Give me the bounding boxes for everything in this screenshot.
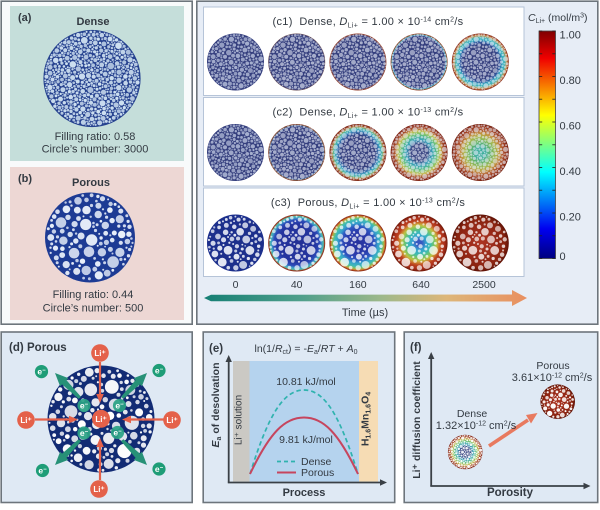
svg-text:Dense: Dense	[301, 456, 332, 468]
svg-text:(b): (b)	[18, 173, 32, 185]
svg-text:Li⁺: Li⁺	[93, 485, 104, 494]
svg-text:Filling ratio: 0.44: Filling ratio: 0.44	[53, 289, 134, 301]
svg-text:Porosity: Porosity	[487, 487, 534, 499]
svg-text:e−: e−	[80, 428, 89, 438]
svg-text:3.61×10-12 cm2/s: 3.61×10-12 cm2/s	[512, 372, 593, 384]
svg-text:Porous: Porous	[72, 177, 110, 189]
svg-text:0.40: 0.40	[560, 166, 581, 178]
svg-text:1.00: 1.00	[560, 30, 581, 42]
svg-text:640: 640	[412, 279, 430, 291]
svg-text:(a): (a)	[18, 12, 32, 24]
svg-text:Porous: Porous	[301, 467, 334, 479]
svg-text:Li⁺: Li⁺	[95, 415, 106, 424]
svg-text:10.81 kJ/mol: 10.81 kJ/mol	[276, 376, 336, 388]
svg-text:(c2) Dense, DLi+ = 1.00 × 10-: (c2) Dense, DLi+ = 1.00 × 10-13 cm2/s	[273, 107, 464, 121]
svg-text:Time (µs): Time (µs)	[342, 307, 388, 319]
svg-text:Li⁺: Li⁺	[20, 416, 31, 425]
svg-text:(c3) Porous, DLi+ = 1.00 × 10: (c3) Porous, DLi+ = 1.00 × 10-13 cm2/s	[271, 197, 465, 211]
svg-text:9.81 kJ/mol: 9.81 kJ/mol	[279, 434, 333, 446]
svg-text:e−: e−	[38, 466, 47, 476]
svg-text:Dense: Dense	[457, 408, 488, 420]
svg-text:Porous: Porous	[27, 342, 67, 354]
svg-text:Circle’s number: 3000: Circle’s number: 3000	[42, 144, 149, 156]
svg-text:0: 0	[560, 251, 566, 263]
svg-text:40: 40	[291, 279, 303, 291]
svg-text:(f): (f)	[410, 342, 422, 354]
svg-text:e−: e−	[115, 401, 124, 411]
svg-text:(e): (e)	[209, 343, 223, 355]
svg-text:Dense: Dense	[76, 16, 109, 28]
svg-text:Li⁺: Li⁺	[94, 349, 105, 358]
svg-text:(d): (d)	[9, 342, 24, 354]
svg-text:(c1) Dense, DLi+ = 1.00 × 10-: (c1) Dense, DLi+ = 1.00 × 10-14 cm2/s	[273, 16, 464, 30]
svg-text:e−: e−	[37, 367, 46, 377]
svg-text:CLi+ (mol/m3): CLi+ (mol/m3)	[528, 12, 588, 25]
svg-text:e−: e−	[80, 401, 89, 411]
svg-text:0.60: 0.60	[560, 121, 581, 133]
svg-text:0.80: 0.80	[560, 75, 581, 87]
svg-text:Ea of desolvation: Ea of desolvation	[210, 362, 223, 447]
svg-text:1.32×10-12 cm2/s: 1.32×10-12 cm2/s	[436, 420, 517, 432]
svg-text:0.20: 0.20	[560, 212, 581, 224]
svg-text:Li⁺ diffusion coefficient: Li⁺ diffusion coefficient	[411, 361, 423, 479]
svg-text:Process: Process	[283, 487, 326, 499]
svg-text:Circle’s number: 500: Circle’s number: 500	[43, 303, 144, 315]
svg-text:Filling ratio: 0.58: Filling ratio: 0.58	[55, 131, 136, 143]
svg-text:e−: e−	[155, 464, 164, 474]
svg-text:2500: 2500	[472, 279, 496, 291]
svg-text:e−: e−	[155, 366, 164, 376]
svg-text:e−: e−	[113, 428, 122, 438]
svg-text:Li⁺: Li⁺	[166, 416, 177, 425]
svg-text:0: 0	[233, 279, 239, 291]
svg-text:Li⁺ solution: Li⁺ solution	[234, 395, 245, 445]
svg-text:ln(1/Rct) = -Ea/RT + A0: ln(1/Rct) = -Ea/RT + A0	[255, 343, 358, 356]
svg-text:160: 160	[349, 279, 367, 291]
svg-text:Porous: Porous	[536, 360, 569, 372]
